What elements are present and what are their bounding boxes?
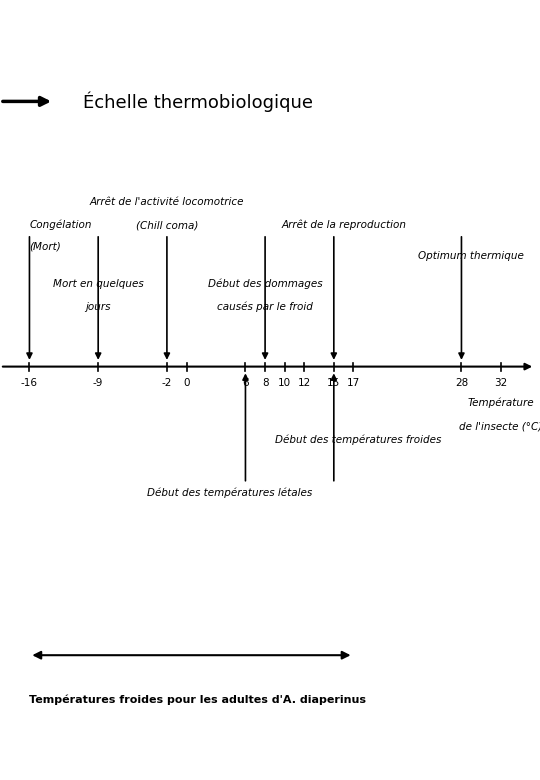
Text: Congélation: Congélation	[30, 220, 92, 230]
Text: 17: 17	[347, 378, 360, 388]
Text: 6: 6	[242, 378, 249, 388]
Text: Optimum thermique: Optimum thermique	[418, 251, 524, 261]
Text: 12: 12	[298, 378, 311, 388]
Text: 32: 32	[494, 378, 508, 388]
Text: de l'insecte (°C): de l'insecte (°C)	[459, 421, 540, 431]
Text: 8: 8	[262, 378, 268, 388]
Text: Mort en quelques: Mort en quelques	[53, 278, 144, 289]
Text: -9: -9	[93, 378, 103, 388]
Text: Début des dommages: Début des dommages	[208, 278, 322, 289]
Text: causés par le froid: causés par le froid	[217, 302, 313, 312]
Text: Arrêt de l'activité locomotrice: Arrêt de l'activité locomotrice	[90, 197, 244, 207]
Text: Échelle thermobiologique: Échelle thermobiologique	[84, 91, 313, 112]
Text: (Chill coma): (Chill coma)	[136, 220, 198, 230]
Text: 10: 10	[278, 378, 291, 388]
Text: Température: Température	[468, 398, 534, 408]
Text: -16: -16	[21, 378, 38, 388]
Text: 0: 0	[183, 378, 190, 388]
Text: Début des températures froides: Début des températures froides	[275, 434, 441, 445]
Text: 28: 28	[455, 378, 468, 388]
Text: Arrêt de la reproduction: Arrêt de la reproduction	[281, 220, 406, 230]
Text: 15: 15	[327, 378, 340, 388]
Text: jours: jours	[85, 302, 111, 312]
Text: (Mort): (Mort)	[30, 241, 61, 251]
Text: Début des températures létales: Début des températures létales	[147, 488, 313, 498]
Text: -2: -2	[161, 378, 172, 388]
Text: Températures froides pour les adultes d'A. diaperinus: Températures froides pour les adultes d'…	[30, 694, 367, 704]
